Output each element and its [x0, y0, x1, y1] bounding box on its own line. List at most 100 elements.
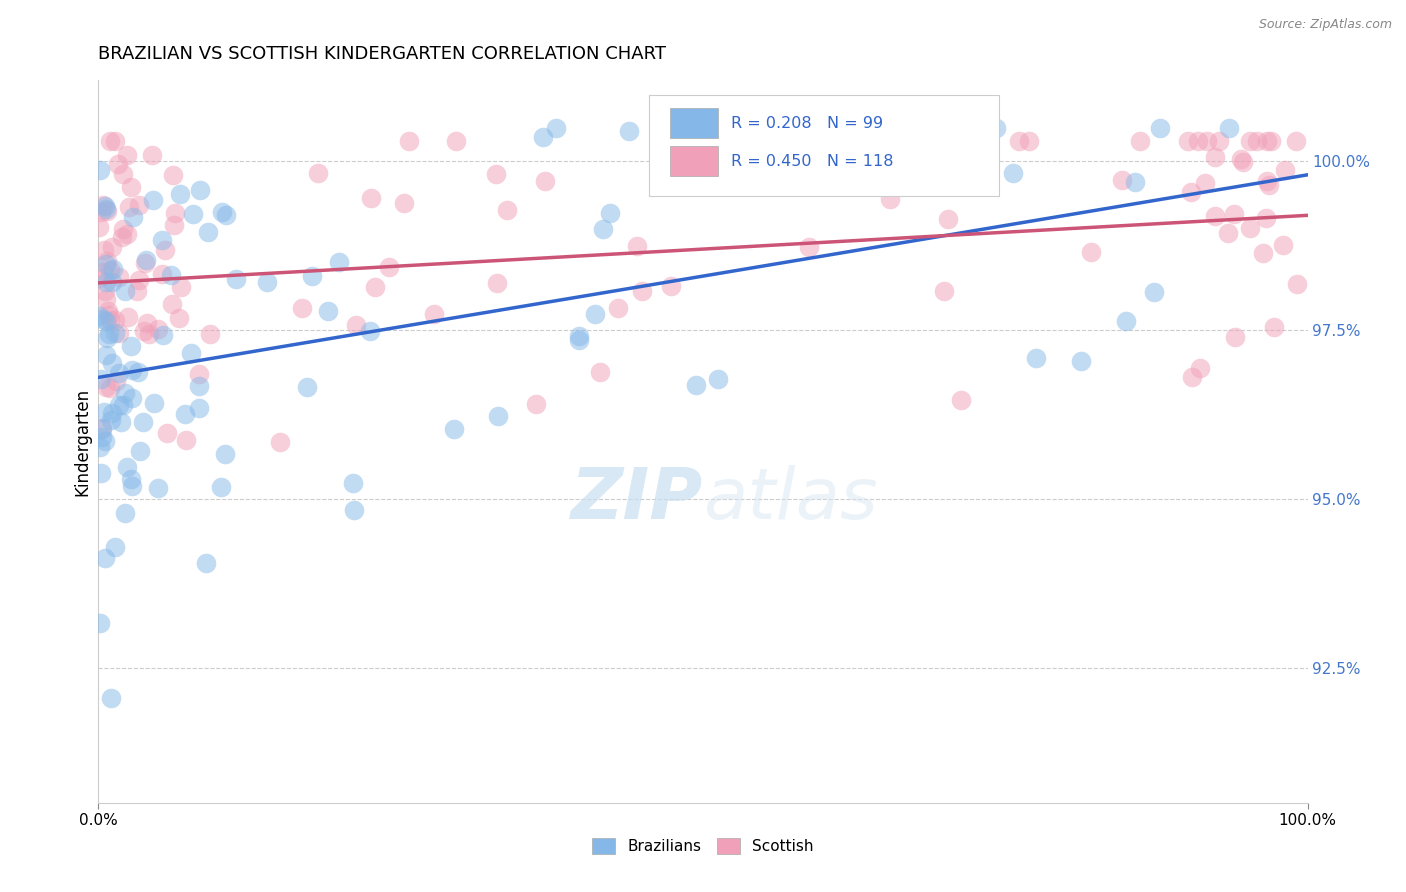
Point — [121, 479, 143, 493]
Point — [617, 123, 640, 137]
Point — [150, 233, 173, 247]
Point — [1218, 120, 1240, 135]
Point — [110, 230, 132, 244]
Point — [1256, 211, 1278, 225]
Point — [108, 269, 131, 284]
Point — [94, 202, 117, 217]
Point — [685, 378, 707, 392]
Point — [1256, 173, 1278, 187]
Point — [136, 316, 159, 330]
Point — [1194, 176, 1216, 190]
Point — [108, 326, 131, 340]
Point — [198, 327, 221, 342]
Point — [120, 180, 142, 194]
Point — [496, 203, 519, 218]
Point — [342, 476, 364, 491]
Point — [301, 269, 323, 284]
Point — [1260, 134, 1282, 148]
Point — [91, 265, 114, 279]
Point — [104, 134, 127, 148]
Point — [152, 328, 174, 343]
Point — [150, 267, 173, 281]
Point — [1257, 178, 1279, 192]
Point — [163, 206, 186, 220]
Point — [98, 134, 121, 148]
Point — [98, 327, 121, 342]
Point — [96, 203, 118, 218]
Point — [934, 284, 956, 298]
Point — [443, 422, 465, 436]
Point — [214, 208, 236, 222]
Point — [91, 198, 114, 212]
Point — [344, 318, 367, 332]
Point — [110, 415, 132, 429]
Point — [117, 310, 139, 324]
Point — [879, 192, 901, 206]
Point — [128, 198, 150, 212]
Point — [129, 443, 152, 458]
Point — [486, 409, 509, 423]
Point — [146, 322, 169, 336]
Point — [104, 540, 127, 554]
Point — [112, 398, 135, 412]
Point — [195, 556, 218, 570]
Point — [141, 148, 163, 162]
Point — [485, 167, 508, 181]
Point — [143, 396, 166, 410]
Point — [160, 297, 183, 311]
Point — [1204, 150, 1226, 164]
Point — [291, 301, 314, 315]
Point — [112, 222, 135, 236]
Point — [89, 162, 111, 177]
Point — [599, 206, 621, 220]
Point — [93, 243, 115, 257]
Point — [364, 280, 387, 294]
Point — [100, 413, 122, 427]
Point — [607, 301, 630, 315]
Point — [1239, 134, 1261, 148]
Point — [111, 167, 134, 181]
Point — [104, 326, 127, 340]
Point — [121, 472, 143, 486]
Point — [762, 168, 785, 182]
Point — [1018, 134, 1040, 148]
Point — [723, 169, 745, 184]
Point — [108, 367, 131, 381]
Point — [94, 199, 117, 213]
Point — [132, 415, 155, 429]
Point — [359, 324, 381, 338]
Point — [121, 391, 143, 405]
Point — [101, 239, 124, 253]
Point — [1239, 220, 1261, 235]
Point — [98, 308, 121, 322]
Point — [134, 256, 156, 270]
Point — [115, 459, 138, 474]
Point — [1256, 134, 1278, 148]
Point — [533, 130, 555, 145]
Point — [659, 279, 682, 293]
Point — [1187, 134, 1209, 148]
Point — [121, 210, 143, 224]
Point — [398, 134, 420, 148]
Point — [94, 284, 117, 298]
Point — [90, 430, 112, 444]
Point — [1025, 351, 1047, 365]
Point — [94, 275, 117, 289]
Point — [96, 292, 118, 306]
Point — [950, 392, 973, 407]
Point — [1143, 285, 1166, 299]
Point — [1080, 244, 1102, 259]
Point — [180, 345, 202, 359]
Point — [114, 386, 136, 401]
Text: R = 0.450   N = 118: R = 0.450 N = 118 — [731, 154, 893, 169]
Point — [972, 120, 994, 135]
Point — [1177, 134, 1199, 148]
Point — [1115, 314, 1137, 328]
Point — [91, 422, 114, 436]
Point — [256, 275, 278, 289]
Point — [1222, 207, 1244, 221]
Point — [114, 506, 136, 520]
Point — [156, 425, 179, 440]
Point — [295, 380, 318, 394]
Point — [96, 314, 118, 328]
